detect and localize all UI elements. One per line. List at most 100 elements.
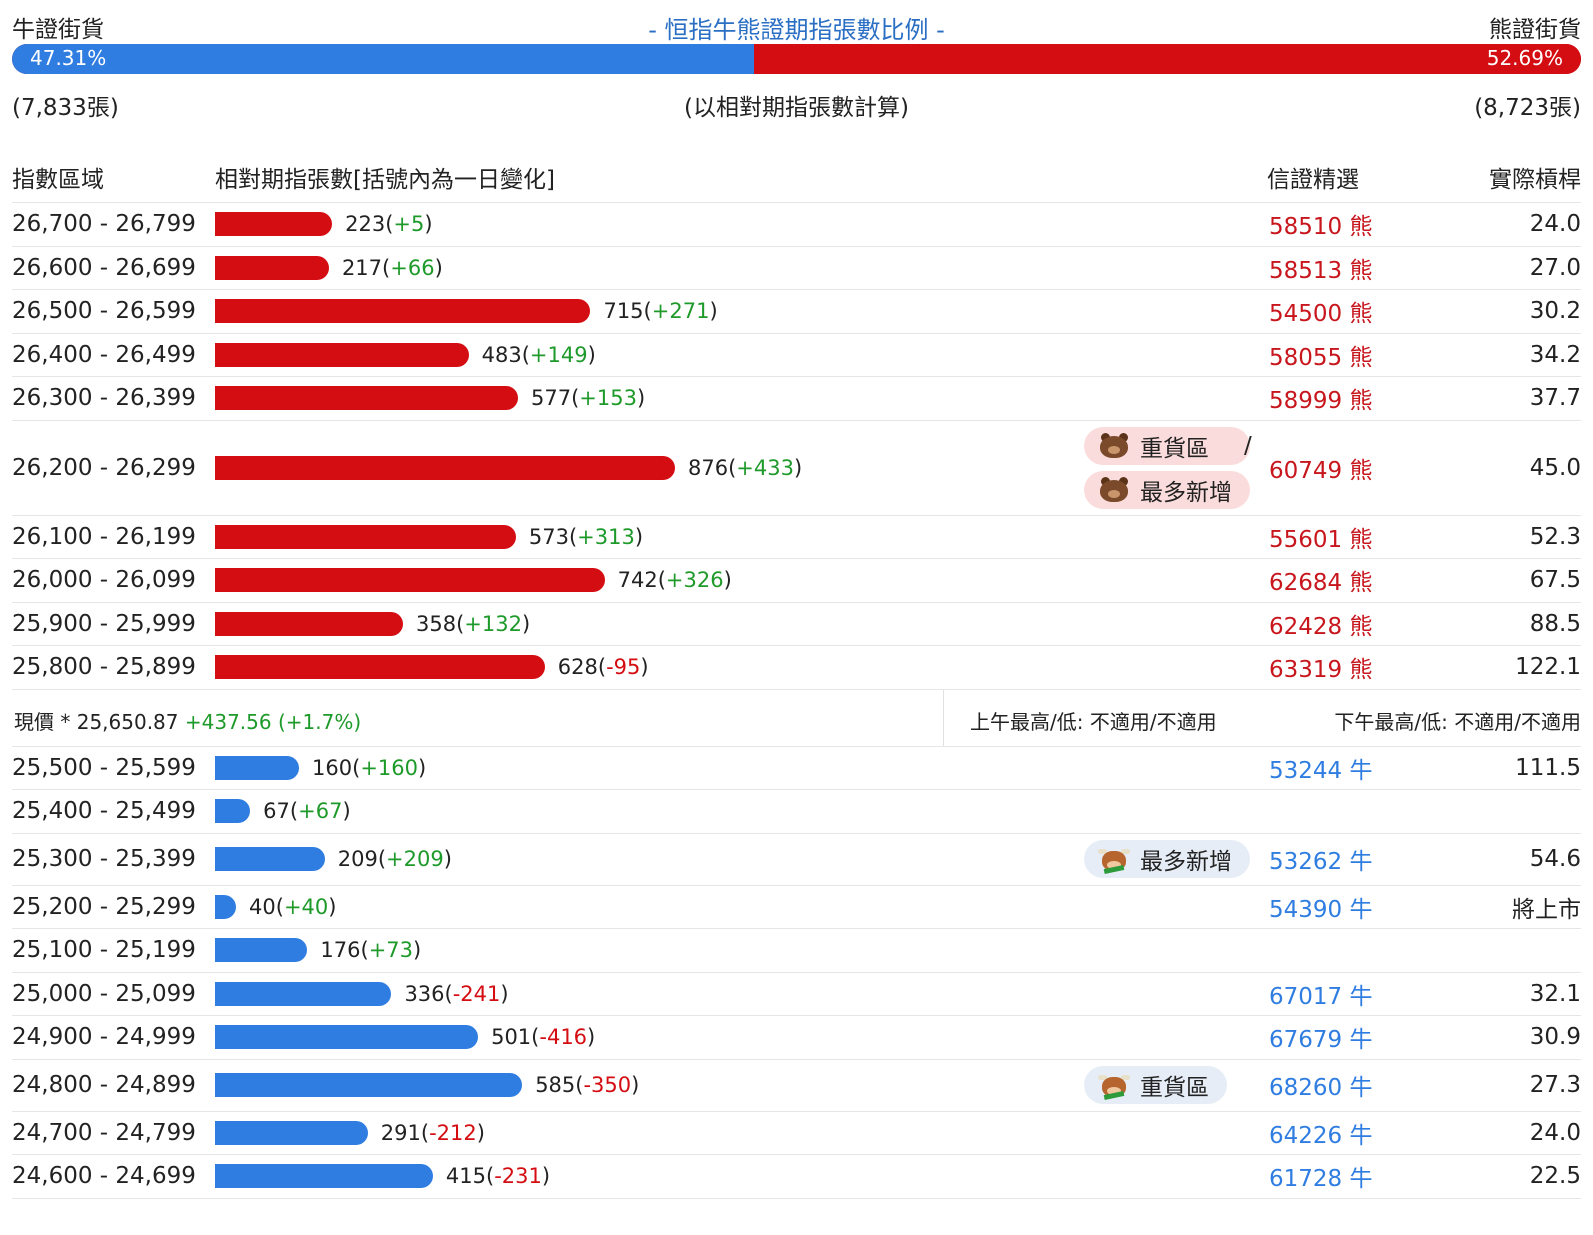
current-price: 現價 * 25,650.87 +437.56 (+1.7%)	[14, 709, 362, 734]
table-row: 24,700 - 24,799 291(-212) 64226 牛 24.0	[12, 1112, 1581, 1155]
effective-leverage: 將上市	[1512, 896, 1581, 923]
am-high-low: 上午最高/低: 不適用/不適用	[970, 709, 1217, 734]
index-range: 26,600 - 26,699	[12, 254, 196, 281]
table-row: 26,100 - 26,199 573(+313) 55601 熊 52.3	[12, 516, 1581, 559]
contracts-value: 336(-241)	[404, 981, 509, 1006]
effective-leverage: 88.5	[1529, 610, 1581, 637]
warrant-pick-link[interactable]: 58999 熊	[1269, 388, 1373, 415]
contracts-value: 67(+67)	[263, 799, 351, 824]
table-row: 26,500 - 26,599 715(+271) 54500 熊 30.2	[12, 290, 1581, 334]
bull-bar	[215, 1025, 479, 1050]
index-range: 25,900 - 25,999	[12, 610, 196, 637]
bear-bar	[215, 212, 333, 237]
contracts-cell: 415(-231)	[215, 1164, 550, 1189]
warrant-pick-link[interactable]: 55601 熊	[1269, 526, 1373, 553]
contracts-cell: 291(-212)	[215, 1120, 485, 1145]
bull-bar	[215, 847, 325, 871]
bear-ratio-fill	[754, 44, 1581, 74]
effective-leverage: 30.9	[1529, 1024, 1581, 1051]
effective-leverage: 32.1	[1529, 980, 1581, 1007]
contracts-value: 585(-350)	[535, 1073, 640, 1097]
contracts-cell: 501(-416)	[215, 1025, 595, 1050]
badge-group: 重貨區	[1084, 1066, 1227, 1104]
table-row: 26,000 - 26,099 742(+326) 62684 熊 67.5	[12, 559, 1581, 603]
divider	[943, 689, 944, 746]
bull-count: (7,833張)	[12, 95, 119, 121]
bear-bar	[215, 342, 469, 367]
contracts-cell: 358(+132)	[215, 611, 530, 636]
bull-bar	[215, 1164, 433, 1189]
contracts-cell: 160(+160)	[215, 755, 427, 780]
bull-bar	[215, 1073, 523, 1097]
contracts-cell: 577(+153)	[215, 386, 645, 411]
header-contracts: 相對期指張數[括號內為一日變化]	[215, 167, 555, 193]
summary-header: 牛證街貨 - 恒指牛熊證期指張數比例 - 熊證街貨	[12, 0, 1581, 44]
index-range: 24,600 - 24,699	[12, 1163, 196, 1190]
warrant-pick-link[interactable]: 62428 熊	[1269, 613, 1373, 640]
effective-leverage: 34.2	[1529, 341, 1581, 368]
effective-leverage: 54.6	[1529, 846, 1581, 872]
warrant-pick-link[interactable]: 67017 牛	[1269, 983, 1373, 1010]
table-row: 25,000 - 25,099 336(-241) 67017 牛 32.1	[12, 973, 1581, 1016]
warrant-pick-link[interactable]: 64226 牛	[1269, 1122, 1373, 1149]
index-range: 25,400 - 25,499	[12, 798, 196, 825]
index-range: 25,000 - 25,099	[12, 980, 196, 1007]
bear-face-icon	[1098, 476, 1130, 504]
current-price-row: 現價 * 25,650.87 +437.56 (+1.7%) 上午最高/低: 不…	[12, 689, 1581, 747]
warrant-pick-link[interactable]: 67679 牛	[1269, 1027, 1373, 1054]
count-row: (7,833張) (以相對期指張數計算) (8,723張)	[12, 74, 1581, 134]
bull-outstanding-label: 牛證街貨	[12, 17, 104, 43]
table-row: 24,800 - 24,899 585(-350) 重貨區 68260 牛 27.3	[12, 1060, 1581, 1112]
contracts-cell: 67(+67)	[215, 799, 351, 824]
contracts-cell: 876(+433)	[215, 455, 803, 480]
table-row: 24,900 - 24,999 501(-416) 67679 牛 30.9	[12, 1016, 1581, 1060]
index-range: 26,300 - 26,399	[12, 385, 196, 412]
contracts-value: 223(+5)	[345, 212, 433, 237]
table-row: 25,100 - 25,199 176(+73)	[12, 929, 1581, 973]
header-leverage: 實際槓桿	[1489, 167, 1581, 193]
bull-face-icon	[1098, 1071, 1130, 1101]
warrant-pick-link[interactable]: 60749 熊	[1269, 457, 1373, 484]
contracts-cell: 209(+209)	[215, 847, 452, 871]
index-range: 25,300 - 25,399	[12, 846, 196, 872]
bull-bar	[215, 755, 300, 780]
effective-leverage: 111.5	[1515, 754, 1581, 781]
warrant-pick-link[interactable]: 58055 熊	[1269, 344, 1373, 371]
bear-bar	[215, 655, 545, 680]
warrant-pick-link[interactable]: 54500 熊	[1269, 301, 1373, 328]
index-range: 24,900 - 24,999	[12, 1024, 196, 1051]
index-range: 26,400 - 26,499	[12, 341, 196, 368]
contracts-value: 483(+149)	[481, 342, 596, 367]
table-row: 26,300 - 26,399 577(+153) 58999 熊 37.7	[12, 377, 1581, 421]
warrant-pick-link[interactable]: 53262 牛	[1269, 849, 1373, 875]
index-range: 26,000 - 26,099	[12, 567, 196, 594]
bear-badge: 重貨區	[1084, 426, 1250, 465]
warrant-pick-link[interactable]: 68260 牛	[1269, 1075, 1373, 1101]
table-row: 24,600 - 24,699 415(-231) 61728 牛 22.5	[12, 1155, 1581, 1199]
table-row: 26,400 - 26,499 483(+149) 58055 熊 34.2	[12, 334, 1581, 377]
warrant-pick-link[interactable]: 53244 牛	[1269, 757, 1373, 784]
warrant-pick-link[interactable]: 54390 牛	[1269, 896, 1373, 923]
warrant-pick-link[interactable]: 58510 熊	[1269, 214, 1373, 241]
badge-group: 重貨區 最多新增	[1084, 426, 1250, 509]
contracts-value: 160(+160)	[312, 755, 427, 780]
bear-bar	[215, 386, 518, 411]
contracts-value: 876(+433)	[688, 455, 803, 480]
contracts-cell: 715(+271)	[215, 299, 718, 324]
bear-rows: 26,700 - 26,799 223(+5) 58510 熊 24.0 26,600 …	[12, 203, 1581, 690]
warrant-pick-link[interactable]: 58513 熊	[1269, 257, 1373, 284]
contracts-value: 217(+66)	[341, 255, 443, 280]
effective-leverage: 45.0	[1529, 454, 1581, 481]
effective-leverage: 52.3	[1529, 523, 1581, 550]
contracts-value: 573(+313)	[528, 524, 644, 549]
warrant-pick-link[interactable]: 62684 熊	[1269, 570, 1373, 597]
contracts-value: 176(+73)	[320, 938, 422, 963]
bear-bar	[215, 455, 675, 480]
warrant-pick-link[interactable]: 61728 牛	[1269, 1166, 1373, 1193]
bull-bear-ratio-bar: 47.31% 52.69%	[12, 44, 1581, 74]
table-row: 26,700 - 26,799 223(+5) 58510 熊 24.0	[12, 203, 1581, 247]
contracts-value: 209(+209)	[337, 847, 452, 871]
warrant-pick-link[interactable]: 63319 熊	[1269, 657, 1373, 684]
table-row: 25,800 - 25,899 628(-95) 63319 熊 122.1	[12, 646, 1581, 690]
